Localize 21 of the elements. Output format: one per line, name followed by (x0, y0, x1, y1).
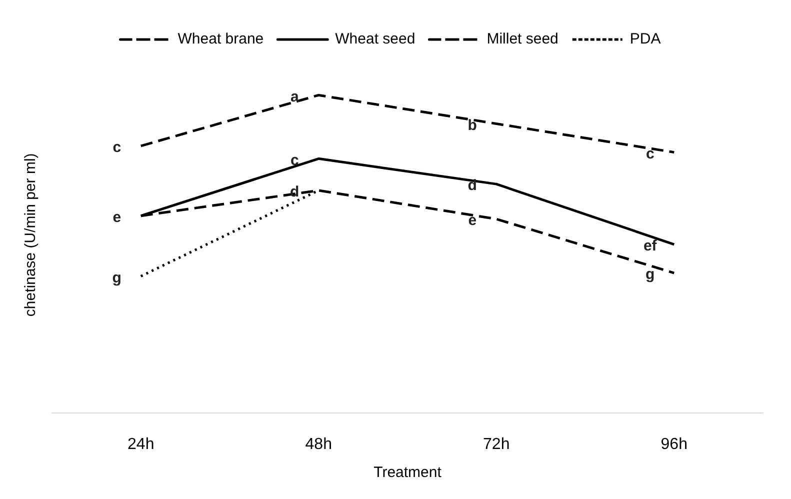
legend-label: Wheat seed (335, 30, 416, 48)
annotation: e (468, 212, 477, 230)
annotation: d (468, 177, 477, 194)
legend-label: Wheat brane (178, 30, 264, 48)
annotation: c (290, 152, 299, 169)
y-axis-title: chetinase (U/min per ml) (22, 153, 40, 317)
annotation: c (646, 145, 654, 162)
annotation: ef (643, 238, 658, 255)
legend-label: PDA (630, 30, 661, 48)
annotation: c (112, 139, 122, 156)
annotation: a (290, 88, 300, 106)
x-axis-title: Treatment (374, 464, 442, 482)
x-tick-label: 24h (128, 436, 154, 453)
annotation: e (112, 208, 122, 226)
x-tick-label: 72h (483, 436, 510, 453)
annotation: g (646, 266, 655, 284)
x-tick-label: 96h (660, 436, 688, 453)
legend-label: Millet seed (486, 30, 558, 48)
x-tick-label: 48h (305, 436, 332, 453)
annotation: b (468, 116, 477, 134)
annotation: g (112, 269, 122, 286)
